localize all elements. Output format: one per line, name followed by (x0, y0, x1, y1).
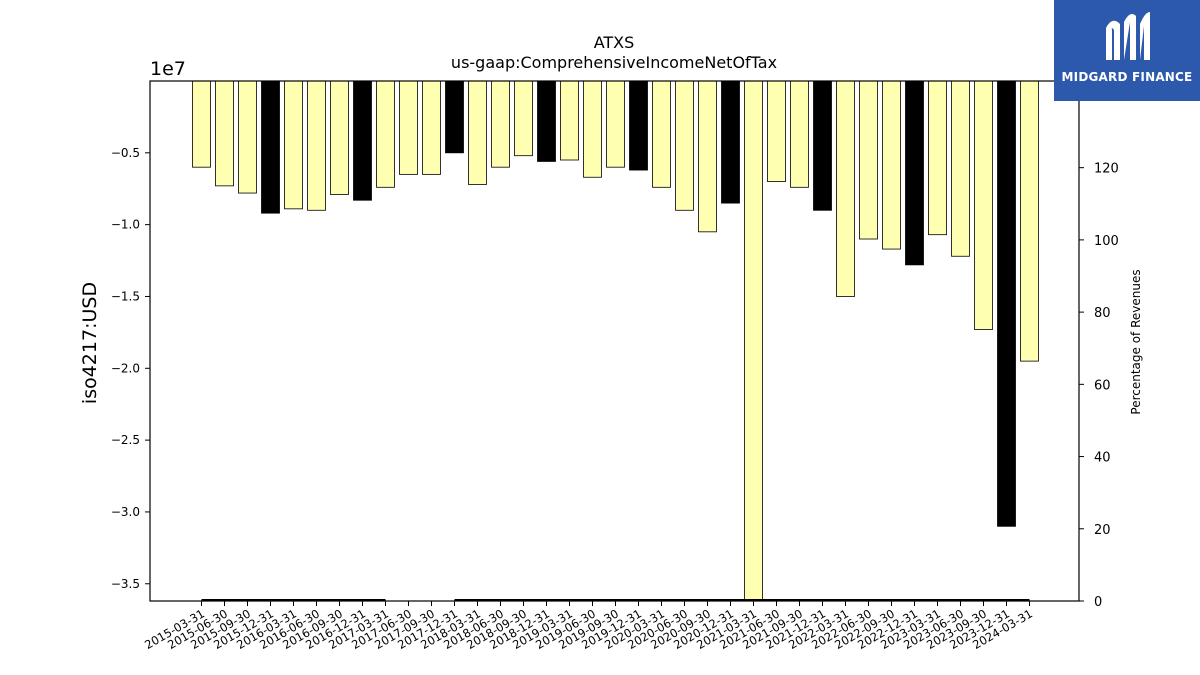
y-tick-label: −3.0 (111, 505, 140, 519)
y-tick-label: −1.0 (111, 218, 140, 232)
bar (514, 80, 533, 157)
bar (997, 80, 1016, 527)
y2-tick-label: 100 (1094, 234, 1119, 249)
plot-frame (149, 80, 1080, 602)
bar (606, 80, 625, 168)
bars-layer (192, 80, 1039, 602)
bar (399, 80, 418, 175)
bar (422, 80, 441, 175)
bar (330, 80, 349, 195)
y2-tick-label: 80 (1094, 306, 1111, 321)
y2-tick-label: 60 (1094, 378, 1111, 393)
bar (192, 80, 211, 168)
y2-axis-label: Percentage of Revenues (1129, 269, 1143, 414)
bar (560, 80, 579, 161)
bar (215, 80, 234, 187)
bar (307, 80, 326, 211)
y2-axis-ticks: 0 20 40 60 80 100 120 (1079, 162, 1119, 610)
y-tick-label: −0.5 (111, 146, 140, 160)
midgard-finance-logo: MIDGARD FINANCE (1054, 0, 1200, 101)
bar (1020, 80, 1039, 362)
y-offset-label: 1e7 (150, 58, 186, 80)
bar (675, 80, 694, 211)
bar (468, 80, 487, 185)
chart-title: ATXS (594, 33, 635, 52)
bar (905, 80, 924, 266)
bar (744, 80, 763, 602)
midgard-logo-icon (1106, 12, 1150, 60)
bar (859, 80, 878, 240)
bar (629, 80, 648, 171)
bar (698, 80, 717, 233)
y-axis-label: iso4217:USD (79, 282, 101, 404)
y2-tick-label: 120 (1094, 162, 1119, 177)
y2-tick-label: 0 (1094, 595, 1102, 610)
y-axis-ticks: −0.5 −1.0 −1.5 −2.0 −2.5 −3.0 −3.5 (111, 146, 150, 591)
bar (790, 80, 809, 188)
bar (974, 80, 993, 330)
bar (238, 80, 257, 194)
y-tick-label: −3.5 (111, 577, 140, 591)
logo-text: MIDGARD FINANCE (1061, 70, 1193, 84)
bar (652, 80, 671, 188)
bar (261, 80, 280, 214)
bar (376, 80, 395, 188)
y2-tick-label: 40 (1094, 451, 1111, 466)
bar (583, 80, 602, 178)
y-tick-label: −2.5 (111, 433, 140, 447)
bar (951, 80, 970, 257)
bar (882, 80, 901, 250)
bar (491, 80, 510, 168)
y2-tick-label: 20 (1094, 523, 1111, 538)
y-tick-label: −1.5 (111, 289, 140, 303)
chart-subtitle: us-gaap:ComprehensiveIncomeNetOfTax (451, 53, 777, 72)
bar (928, 80, 947, 236)
bar (353, 80, 372, 201)
bar (813, 80, 832, 211)
y-tick-label: −2.0 (111, 361, 140, 375)
bar (836, 80, 855, 297)
bar (767, 80, 786, 182)
bar (284, 80, 303, 210)
x-axis-ticks: 2015-03-312015-06-302015-09-302015-12-31… (142, 601, 1035, 652)
bar (721, 80, 740, 204)
bar (537, 80, 556, 162)
bar (445, 80, 464, 154)
